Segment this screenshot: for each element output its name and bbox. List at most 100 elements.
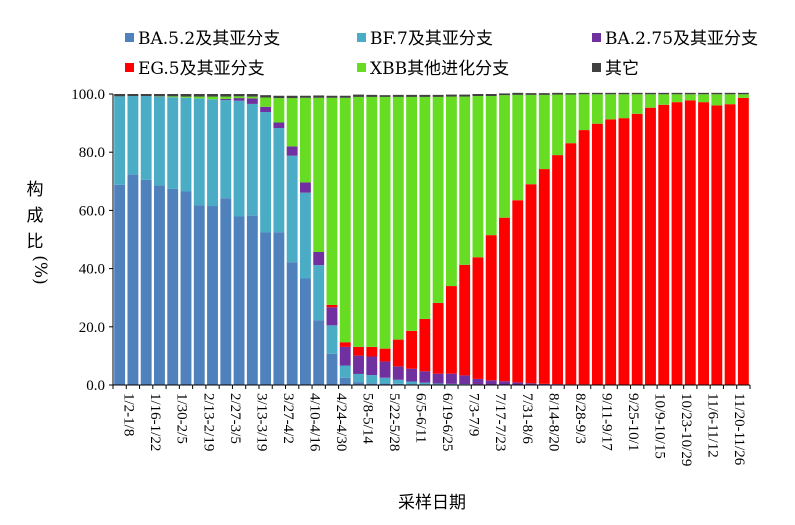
x-tick-label: 3/13-3/19: [253, 393, 269, 451]
bar-segment-3-10: [233, 98, 245, 101]
x-tick-label: 7/17-7/23: [492, 393, 508, 451]
bar-segment-5-9: [220, 96, 232, 99]
bar-segment-1-22: [392, 383, 404, 385]
legend-label: 其它: [605, 59, 639, 79]
bar-segment-4-45: [698, 102, 709, 386]
y-axis: 0.0 20.0 40.0 60.0 80.0 100.0: [71, 87, 114, 394]
bar-segment-5-47: [724, 94, 736, 105]
bar-segment-6-40: [631, 92, 643, 95]
x-axis-title: 采样日期: [398, 493, 466, 513]
bar-segment-4-32: [525, 184, 537, 384]
bar-segment-4-39: [618, 118, 630, 386]
bar-segment-6-9: [220, 94, 232, 97]
bar-segment-5-44: [684, 94, 696, 101]
bar-segment-6-37: [591, 92, 603, 95]
bar-segment-5-41: [645, 94, 656, 108]
bar-segment-6-36: [578, 92, 590, 95]
bar-segment-2-9: [220, 100, 232, 199]
bar-segment-6-10: [233, 94, 245, 97]
bar-segment-6-28: [472, 94, 484, 97]
bar-segment-5-39: [618, 94, 630, 119]
bar-segment-3-9: [220, 98, 232, 101]
bar-segment-4-40: [631, 113, 643, 385]
bar-segment-2-13: [273, 128, 285, 233]
bar-segment-4-38: [605, 119, 617, 385]
bar-segment-6-32: [525, 93, 537, 95]
bar-segment-5-33: [538, 94, 550, 170]
bar-segment-6-43: [671, 92, 683, 95]
bar-segment-3-18: [339, 346, 351, 366]
bar-segment-6-16: [313, 95, 325, 98]
x-tick-label: 4/24-4/30: [333, 393, 349, 451]
bar-segment-5-31: [512, 94, 524, 201]
bar-segment-5-38: [605, 94, 617, 120]
bar-segment-1-2: [127, 174, 139, 385]
bar-segment-5-25: [432, 96, 444, 303]
y-axis-title-char: 成: [27, 206, 44, 226]
x-tick-label: 9/25-10/1: [625, 393, 641, 451]
bar-segment-6-41: [645, 92, 656, 95]
x-tick-label: 7/31-8/6: [519, 393, 535, 444]
bar-segment-5-18: [339, 97, 351, 343]
bar-segment-5-28: [472, 96, 484, 258]
bar-segment-1-13: [273, 232, 285, 385]
bar-segment-2-16: [313, 265, 325, 321]
bar-segment-6-26: [445, 94, 457, 97]
bar-segment-4-24: [419, 318, 431, 372]
x-tick-label: 8/14-8/20: [545, 393, 561, 451]
bar-segment-3-14: [286, 146, 298, 156]
bar-segment-4-41: [645, 107, 656, 386]
bar-segment-6-15: [299, 95, 311, 98]
x-tick-label: 1/2-1/8: [121, 393, 137, 436]
bar-segment-3-13: [273, 122, 285, 129]
bar-segment-3-28: [472, 378, 484, 385]
y-tick-label: 0.0: [86, 378, 105, 394]
legend-swatch: [125, 63, 134, 72]
bar-segment-5-21: [379, 96, 391, 349]
x-tick-label: 2/13-2/19: [200, 393, 216, 451]
bar-segment-6-7: [193, 94, 205, 97]
bar-segment-6-1: [114, 94, 126, 97]
x-tick-label: 11/20-11/26: [731, 393, 747, 466]
bar-segment-5-17: [326, 97, 338, 305]
bar-segment-5-5: [167, 96, 179, 98]
bar-segment-4-28: [472, 257, 484, 379]
bar-segment-6-33: [538, 93, 550, 95]
bar-segment-5-8: [207, 96, 218, 100]
y-axis-title: 构成比 (%): [27, 180, 51, 285]
legend-swatch: [357, 33, 366, 42]
bar-segment-2-6: [180, 97, 192, 192]
bar-segment-5-27: [459, 96, 471, 265]
bar-segment-1-12: [260, 232, 272, 385]
bar-segment-4-48: [737, 97, 749, 385]
bar-segment-4-31: [512, 200, 524, 383]
bar-segment-2-8: [207, 99, 218, 207]
bar-segment-5-16: [313, 97, 325, 253]
bar-segment-1-6: [180, 191, 192, 385]
legend-swatch: [125, 33, 134, 42]
bar-segment-6-18: [339, 95, 351, 98]
bar-segment-2-24: [419, 382, 431, 385]
bar-segment-5-19: [353, 96, 364, 347]
bar-segment-6-29: [485, 94, 497, 97]
bar-segment-6-42: [658, 92, 670, 95]
bar-segment-4-37: [591, 123, 603, 385]
bar-segment-6-38: [605, 92, 617, 95]
bar-segment-5-22: [392, 96, 404, 340]
y-axis-title-char: 比: [27, 232, 44, 252]
y-axis-title-char: 构: [27, 180, 44, 200]
bar-segment-1-17: [326, 353, 338, 385]
bar-segment-2-5: [167, 97, 179, 189]
x-tick-label: 1/16-1/22: [147, 393, 163, 451]
bar-segment-6-30: [499, 93, 510, 96]
legend-label: BF.7及其亚分支: [370, 29, 493, 49]
bar-segment-3-15: [299, 182, 311, 193]
x-tick-label: 3/27-4/2: [280, 393, 296, 444]
bar-segment-6-34: [552, 92, 564, 95]
bar-segment-3-29: [485, 380, 497, 385]
bar-segment-5-13: [273, 98, 285, 123]
bar-segment-1-15: [299, 278, 311, 385]
bar-segment-4-35: [565, 143, 577, 385]
